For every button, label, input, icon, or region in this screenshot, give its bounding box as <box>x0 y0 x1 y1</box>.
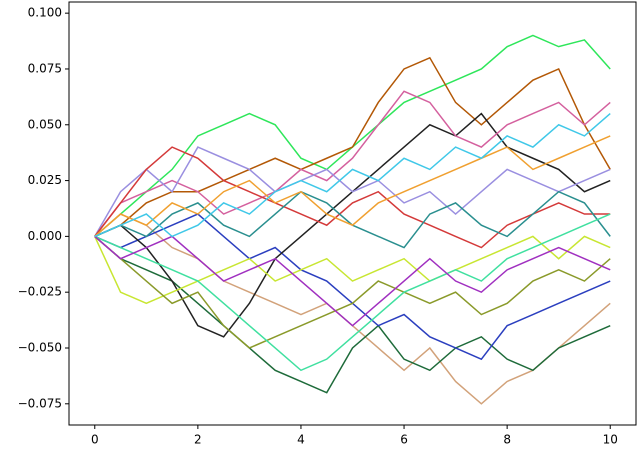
x-tick-label: 10 <box>603 433 618 447</box>
series-line <box>94 213 611 405</box>
series-line <box>94 146 611 237</box>
x-tick-label: 2 <box>194 433 202 447</box>
y-tick-label: 0.050 <box>28 117 62 131</box>
x-tick-label: 4 <box>297 433 305 447</box>
series-line <box>94 190 611 249</box>
y-tick-label: 0.025 <box>28 173 62 187</box>
x-tick-label: 6 <box>400 433 408 447</box>
series-line <box>94 56 611 238</box>
y-tick-label: −0.050 <box>18 340 62 354</box>
series-line <box>94 34 611 237</box>
series-line <box>94 235 611 327</box>
y-tick-label: 0.000 <box>28 229 62 243</box>
y-tick-label: −0.075 <box>18 396 62 410</box>
x-tick-label: 8 <box>503 433 511 447</box>
series-line <box>94 235 611 305</box>
plot-frame <box>68 1 637 426</box>
y-tick-label: −0.025 <box>18 285 62 299</box>
series-line <box>94 90 611 237</box>
series-line <box>94 135 611 237</box>
series-line <box>94 213 611 372</box>
x-tick-label: 0 <box>91 433 99 447</box>
series-line <box>94 146 611 249</box>
y-tick-label: 0.075 <box>28 61 62 75</box>
y-tick-label: 0.100 <box>28 6 62 20</box>
series-line <box>94 113 611 238</box>
series-line <box>94 235 611 349</box>
